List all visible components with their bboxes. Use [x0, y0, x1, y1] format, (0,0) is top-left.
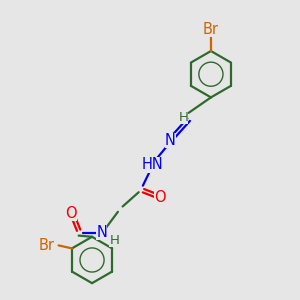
Text: N: N: [96, 225, 107, 240]
Text: O: O: [65, 206, 77, 220]
Text: H: H: [178, 111, 188, 124]
Text: N: N: [165, 133, 176, 148]
Text: HN: HN: [142, 158, 164, 172]
Text: O: O: [154, 190, 165, 205]
Text: Br: Br: [203, 22, 219, 37]
Text: H: H: [110, 234, 119, 247]
Text: Br: Br: [39, 238, 55, 253]
